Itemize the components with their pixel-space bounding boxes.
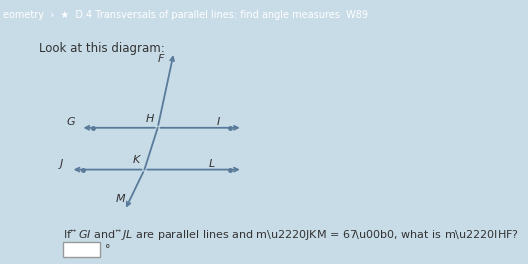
Text: G: G xyxy=(67,117,75,127)
Bar xyxy=(63,242,100,257)
Text: F: F xyxy=(158,54,164,64)
Text: L: L xyxy=(209,159,215,169)
Text: M: M xyxy=(116,194,125,204)
Text: °: ° xyxy=(105,244,111,254)
Text: H: H xyxy=(145,114,154,124)
Text: If $\overleftrightarrow{GI}$ and $\overleftrightarrow{JL}$ are parallel lines an: If $\overleftrightarrow{GI}$ and $\overl… xyxy=(63,227,520,242)
Text: I: I xyxy=(216,117,220,127)
Text: Look at this diagram:: Look at this diagram: xyxy=(39,42,165,55)
Text: J: J xyxy=(60,159,63,169)
Text: K: K xyxy=(133,155,139,166)
Text: eometry  ›  ★  D.4 Transversals of parallel lines: find angle measures  W89: eometry › ★ D.4 Transversals of parallel… xyxy=(3,10,367,20)
